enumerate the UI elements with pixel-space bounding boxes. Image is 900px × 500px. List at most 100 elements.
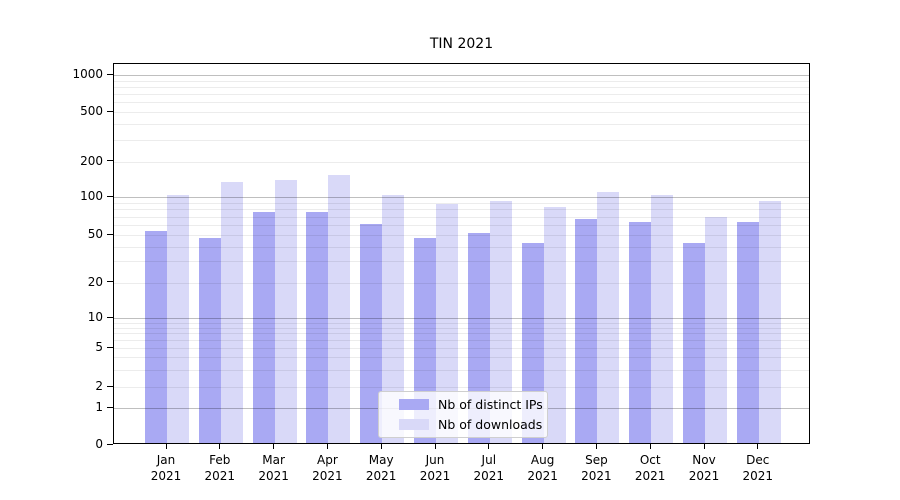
x-tick-label-jun: Jun 2021 <box>419 453 451 483</box>
legend-swatch-distinct-ips <box>399 399 429 410</box>
legend-row: Nb of downloads <box>399 417 547 433</box>
y-tick-label-500: 500 <box>80 104 103 118</box>
y-tick-1000 <box>107 73 113 75</box>
bar-downloads-dec <box>758 200 781 443</box>
y-tick-label-5: 5 <box>95 340 103 354</box>
bar-distinct-ips-jul <box>467 233 490 443</box>
x-tick-label-nov: Nov 2021 <box>688 453 720 483</box>
x-tick-jun <box>434 444 436 449</box>
gridline-20 <box>114 282 809 284</box>
y-tick-label-200: 200 <box>80 153 103 168</box>
bar-downloads-may <box>382 194 405 443</box>
gridline-9 <box>114 322 809 324</box>
bar-downloads-apr <box>328 174 351 443</box>
y-tick-label-20: 20 <box>87 274 103 289</box>
y-tick-label-10: 10 <box>87 310 103 324</box>
y-tick-1 <box>107 406 113 408</box>
y-tick-100 <box>107 195 113 197</box>
gridline-600 <box>114 102 809 104</box>
gridline-4 <box>114 357 809 359</box>
plot-area <box>113 63 810 444</box>
bar-distinct-ips-feb <box>198 238 221 443</box>
chart-title: TIN 2021 <box>429 36 494 52</box>
bar-downloads-jan <box>167 195 189 443</box>
gridline-900 <box>114 80 809 82</box>
x-tick-dec <box>757 444 759 449</box>
bar-downloads-feb <box>220 182 243 443</box>
gridline-50 <box>114 235 809 236</box>
bar-downloads-oct <box>651 195 674 443</box>
gridline-8 <box>114 327 809 329</box>
gridline-5 <box>114 348 809 349</box>
x-tick-label-mar: Mar 2021 <box>258 453 289 483</box>
gridline-2 <box>114 387 809 388</box>
bar-distinct-ips-sep <box>575 219 598 443</box>
y-tick-50 <box>107 233 113 235</box>
x-tick-label-may: May 2021 <box>365 453 397 483</box>
y-tick-10 <box>107 316 113 318</box>
bar-downloads-aug <box>543 207 566 443</box>
gridline-400 <box>114 124 809 126</box>
x-tick-label-oct: Oct 2021 <box>634 453 666 483</box>
legend-row: Nb of distinct IPs <box>399 397 547 413</box>
gridline-90 <box>114 202 809 204</box>
bar-distinct-ips-may <box>360 223 383 443</box>
x-tick-feb <box>219 444 221 449</box>
x-tick-aug <box>542 444 544 449</box>
gridline-3 <box>114 369 809 371</box>
gridline-80 <box>114 209 809 211</box>
y-tick-20 <box>107 281 113 282</box>
x-tick-label-jul: Jul 2021 <box>473 453 505 483</box>
bar-distinct-ips-oct <box>629 222 652 443</box>
gridline-10 <box>114 318 809 319</box>
gridline-30 <box>114 261 809 263</box>
y-tick-label-50: 50 <box>87 227 103 241</box>
legend-label-distinct-ips: Nb of distinct IPs <box>438 396 543 412</box>
x-tick-label-sep: Sep 2021 <box>581 453 612 483</box>
bar-downloads-jul <box>489 200 512 443</box>
gridline-300 <box>114 139 809 141</box>
gridline-40 <box>114 246 809 248</box>
gridline-1000 <box>114 75 809 76</box>
bar-downloads-nov <box>705 216 727 443</box>
x-tick-apr <box>326 444 328 449</box>
x-tick-jul <box>488 444 490 449</box>
gridline-7 <box>114 333 809 335</box>
gridline-800 <box>114 86 809 88</box>
bar-distinct-ips-nov <box>683 243 705 443</box>
gridline-70 <box>114 216 809 218</box>
x-tick-nov <box>703 444 705 449</box>
x-tick-label-aug: Aug 2021 <box>527 453 558 483</box>
x-tick-oct <box>649 444 651 449</box>
bar-downloads-jun <box>436 203 458 443</box>
x-tick-label-feb: Feb 2021 <box>204 453 236 483</box>
x-tick-may <box>380 444 382 449</box>
x-tick-label-dec: Dec 2021 <box>742 453 774 483</box>
gridline-60 <box>114 225 809 226</box>
bar-distinct-ips-apr <box>306 211 329 443</box>
legend: Nb of distinct IPs Nb of downloads <box>378 391 548 438</box>
grid-layer <box>114 64 809 443</box>
gridline-6 <box>114 340 809 342</box>
y-tick-label-100: 100 <box>80 189 103 203</box>
bar-distinct-ips-mar <box>252 211 275 443</box>
x-tick-jan <box>165 444 167 449</box>
y-tick-0 <box>107 443 113 445</box>
y-tick-label-0: 0 <box>95 437 103 451</box>
x-tick-sep <box>595 444 597 449</box>
x-tick-label-jan: Jan 2021 <box>150 453 182 483</box>
y-tick-label-1000: 1000 <box>72 67 103 81</box>
bar-downloads-mar <box>274 179 297 443</box>
x-tick-label-apr: Apr 2021 <box>312 453 343 483</box>
bar-distinct-ips-jan <box>145 230 167 443</box>
y-tick-200 <box>107 160 113 161</box>
legend-label-downloads: Nb of downloads <box>438 416 543 432</box>
y-tick-2 <box>107 385 113 387</box>
bar-distinct-ips-dec <box>736 222 759 443</box>
legend-swatch-downloads <box>399 419 429 430</box>
y-tick-5 <box>107 346 113 348</box>
x-tick-mar <box>273 444 275 449</box>
gridline-700 <box>114 94 809 96</box>
bar-downloads-sep <box>597 192 620 443</box>
